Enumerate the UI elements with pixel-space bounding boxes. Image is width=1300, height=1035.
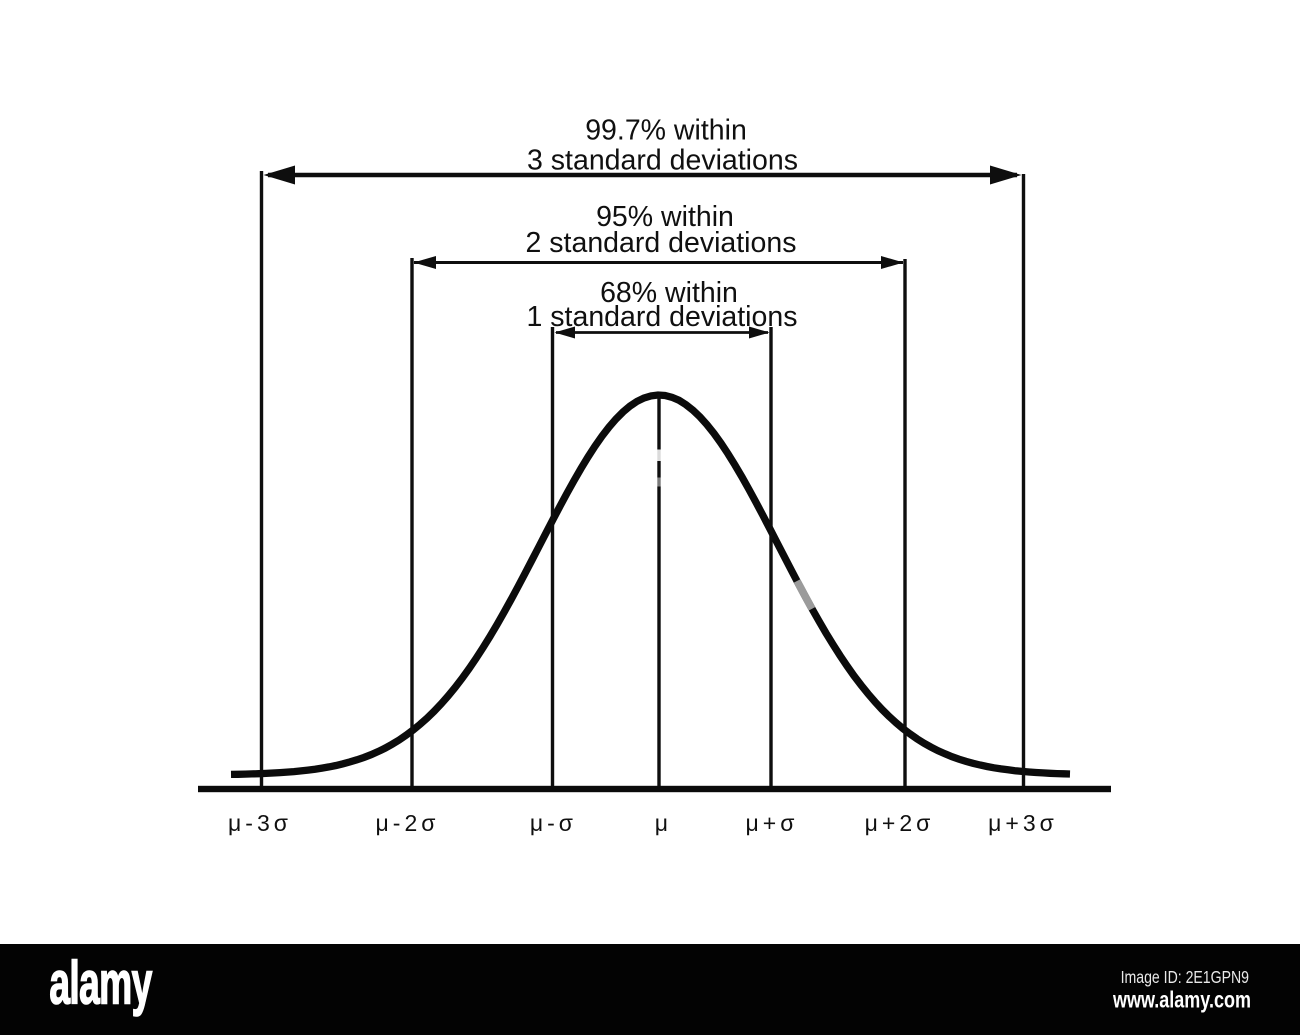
svg-text:1 standard deviations: 1 standard deviations — [527, 301, 798, 333]
svg-text:μ-σ: μ-σ — [530, 810, 577, 836]
svg-text:μ-2σ: μ-2σ — [376, 810, 440, 836]
svg-text:www.alamy.com: www.alamy.com — [1112, 988, 1251, 1014]
svg-text:3 standard deviations: 3 standard deviations — [527, 145, 798, 177]
svg-text:68% within: 68% within — [600, 277, 738, 309]
svg-text:Image ID: 2E1GPN9: Image ID: 2E1GPN9 — [1121, 969, 1250, 988]
svg-text:μ-3σ: μ-3σ — [228, 810, 292, 836]
svg-text:alamy: alamy — [49, 949, 152, 1016]
svg-text:μ+3σ: μ+3σ — [988, 810, 1058, 836]
svg-text:95% within: 95% within — [596, 201, 734, 233]
svg-text:μ: μ — [655, 810, 668, 836]
svg-text:μ+σ: μ+σ — [746, 810, 799, 836]
svg-text:99.7% within: 99.7% within — [585, 115, 747, 147]
svg-text:2 standard deviations: 2 standard deviations — [526, 227, 797, 259]
svg-text:μ+2σ: μ+2σ — [865, 810, 935, 836]
